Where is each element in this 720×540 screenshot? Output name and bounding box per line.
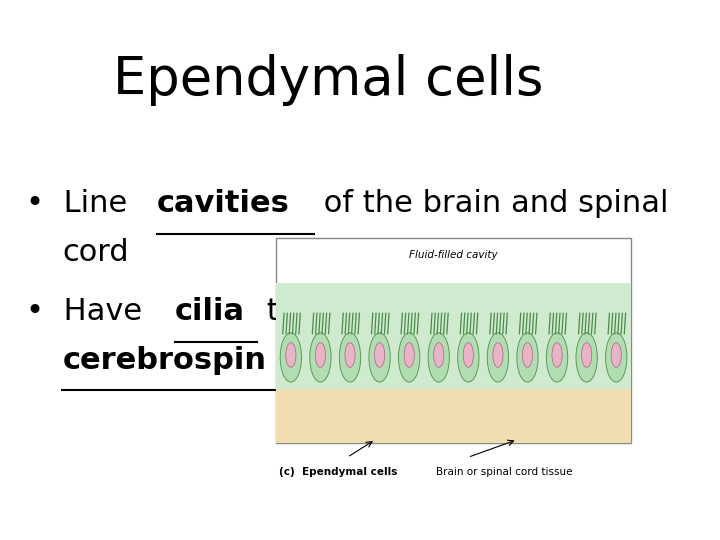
Ellipse shape: [310, 333, 331, 382]
Ellipse shape: [286, 343, 296, 367]
Text: cord: cord: [63, 238, 129, 267]
Ellipse shape: [492, 343, 503, 367]
Text: cilia: cilia: [174, 297, 245, 326]
Text: Fluid-filled cavity: Fluid-filled cavity: [409, 250, 498, 260]
Text: Ependymal cells: Ependymal cells: [114, 54, 544, 106]
FancyBboxPatch shape: [276, 361, 631, 443]
Ellipse shape: [458, 333, 479, 382]
FancyBboxPatch shape: [276, 238, 631, 443]
Text: Brain or spinal cord tissue: Brain or spinal cord tissue: [436, 467, 572, 477]
Text: •  Line: • Line: [27, 189, 138, 218]
Ellipse shape: [576, 333, 598, 382]
Text: of the brain and spinal: of the brain and spinal: [314, 189, 668, 218]
Ellipse shape: [487, 333, 508, 382]
Ellipse shape: [345, 343, 355, 367]
Ellipse shape: [339, 333, 361, 382]
Text: (c)  Ependymal cells: (c) Ependymal cells: [279, 467, 397, 477]
Ellipse shape: [369, 333, 390, 382]
Ellipse shape: [433, 343, 444, 367]
Text: cavities: cavities: [157, 189, 290, 218]
Ellipse shape: [606, 333, 627, 382]
Ellipse shape: [404, 343, 414, 367]
Ellipse shape: [611, 343, 621, 367]
Ellipse shape: [523, 343, 533, 367]
Ellipse shape: [517, 333, 538, 382]
Ellipse shape: [582, 343, 592, 367]
Ellipse shape: [315, 343, 325, 367]
Ellipse shape: [552, 343, 562, 367]
Text: that circulate: that circulate: [257, 297, 470, 326]
Ellipse shape: [546, 333, 567, 382]
Text: •  Have: • Have: [27, 297, 152, 326]
Ellipse shape: [463, 343, 474, 367]
Ellipse shape: [399, 333, 420, 382]
Text: cerebrospin: cerebrospin: [63, 346, 266, 375]
Ellipse shape: [280, 333, 302, 382]
FancyBboxPatch shape: [276, 283, 631, 389]
Ellipse shape: [428, 333, 449, 382]
Ellipse shape: [374, 343, 384, 367]
